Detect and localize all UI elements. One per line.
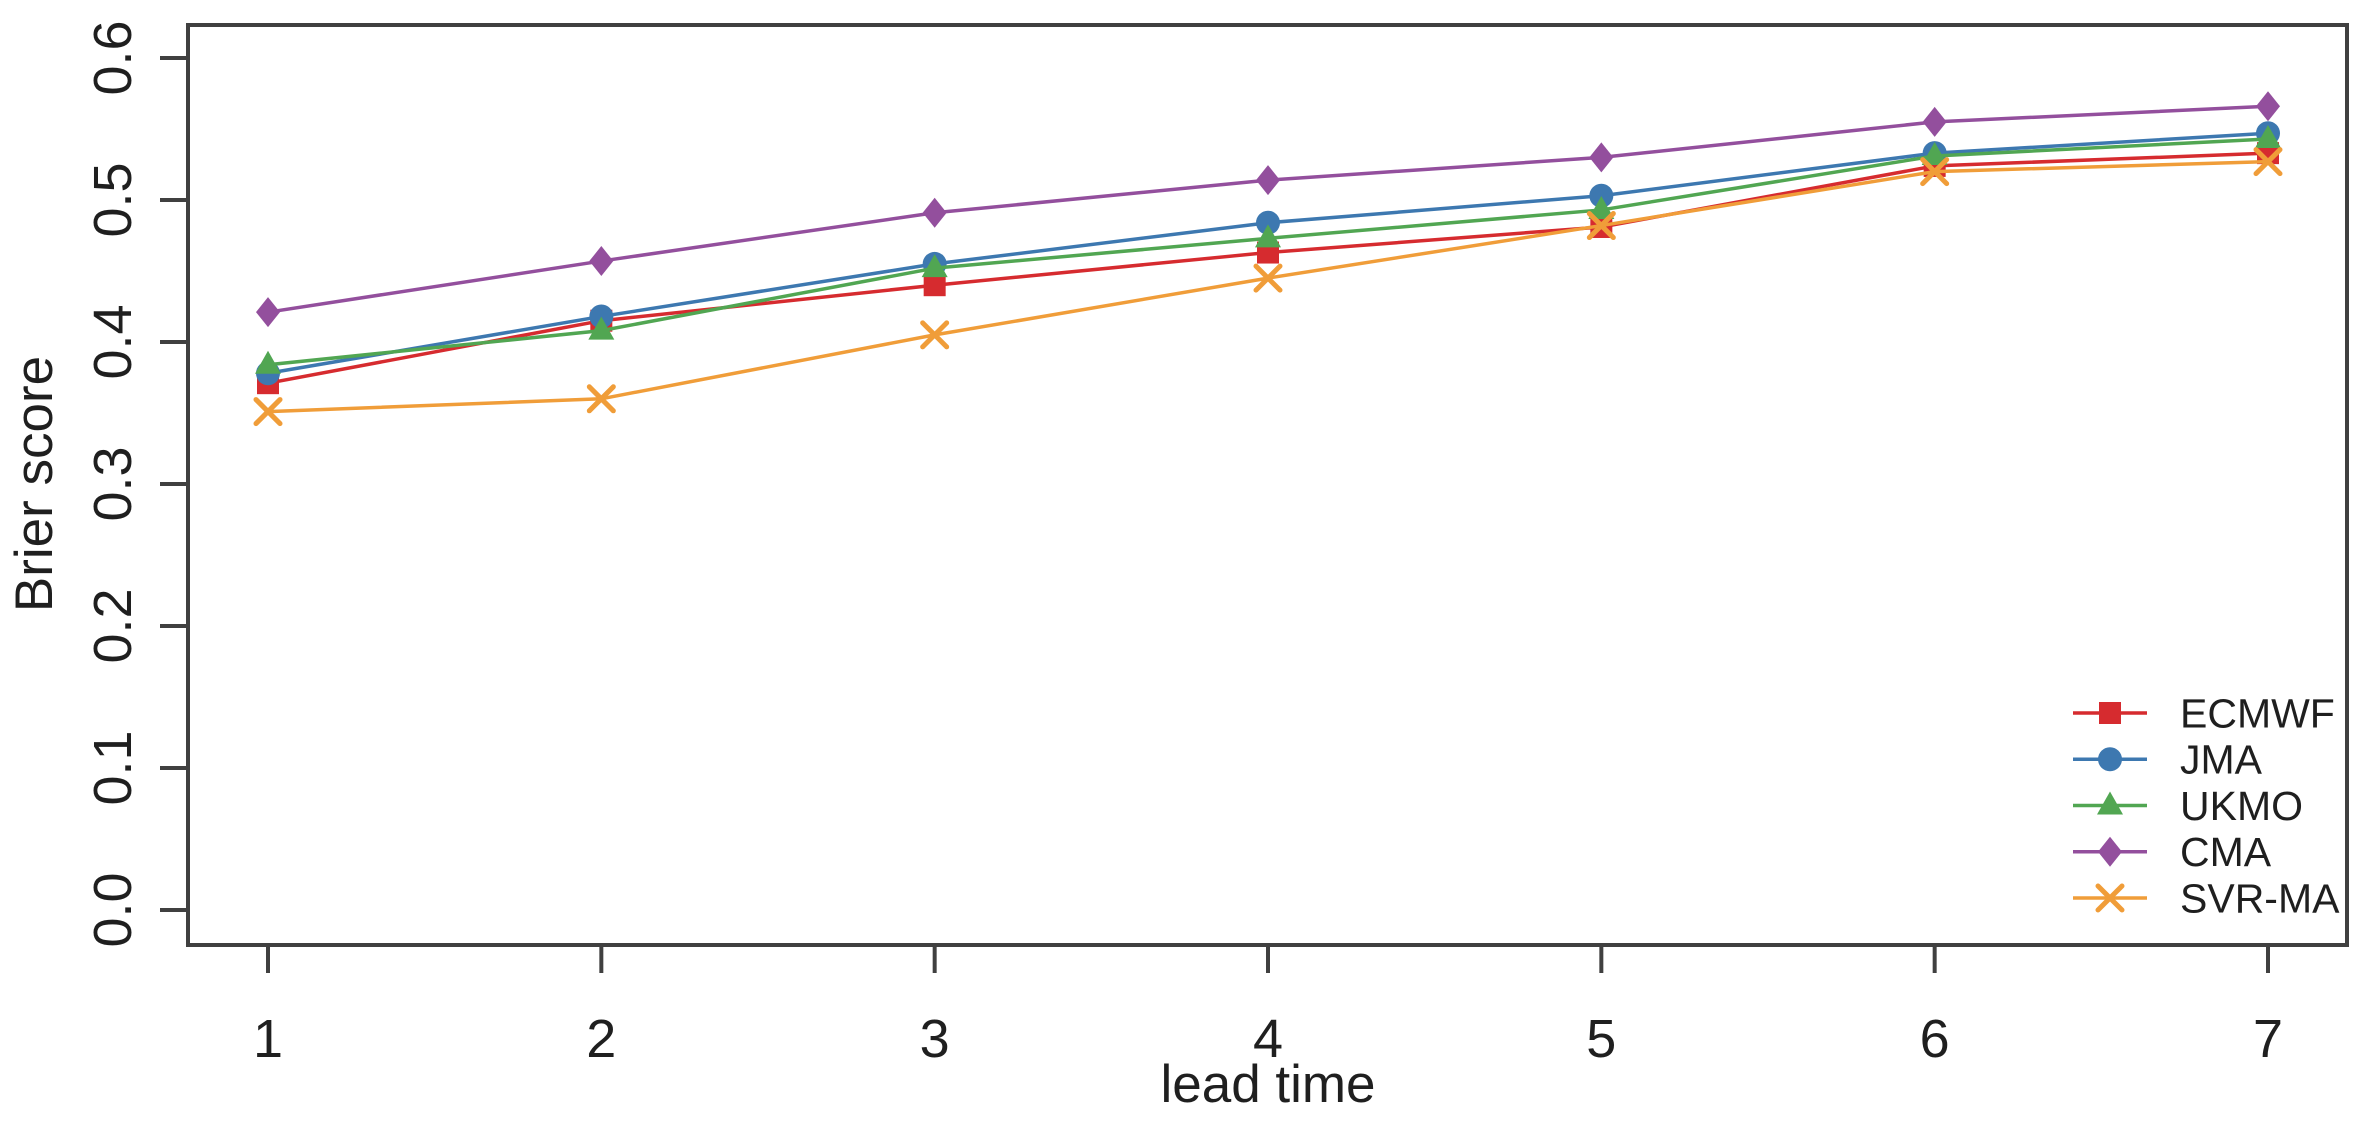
legend-item-label: JMA	[2180, 737, 2263, 783]
x-axis-tick-label: 5	[1586, 1009, 1616, 1069]
legend-marker-square	[2099, 702, 2121, 724]
y-axis: 0.0 0.1 0.2 0.3 0.4 0.5 0.6	[83, 20, 188, 948]
data-point-marker-CMA	[2256, 91, 2280, 122]
legend-item-label: CMA	[2180, 829, 2272, 875]
data-point-marker-UKMO	[1255, 224, 1281, 248]
y-axis-tick-label: 0.1	[83, 730, 143, 805]
data-point-marker-CMA	[256, 297, 280, 328]
y-axis-title: Brier score	[5, 356, 64, 612]
legend-item-label: ECMWF	[2180, 690, 2335, 736]
x-axis: 1 2 3 4 5 6 7	[253, 945, 2283, 1069]
legend-item-CMA: CMA	[2073, 829, 2272, 875]
x-axis-tick-label: 6	[1920, 1009, 1950, 1069]
y-axis-tick-label: 0.4	[83, 304, 143, 379]
legend-marker-circle	[2098, 747, 2122, 772]
legend-marker-diamond	[2098, 836, 2122, 867]
y-axis-tick-label: 0.5	[83, 162, 143, 237]
x-axis-title: lead time	[1160, 1055, 1375, 1114]
data-point-marker-UKMO	[1921, 141, 1948, 165]
data-point-marker-CMA	[589, 246, 614, 277]
data-point-marker-UKMO	[1588, 195, 1615, 219]
y-axis-tick-label: 0.0	[83, 872, 143, 947]
series-layer	[253, 91, 2283, 427]
data-point-marker-UKMO	[588, 316, 615, 340]
data-point-marker-JMA	[1256, 210, 1280, 235]
legend-item-SVR-MA: SVR-MA	[2073, 875, 2340, 921]
data-point-marker-SVR-MA	[920, 320, 950, 350]
legend-item-label: SVR-MA	[2180, 875, 2340, 921]
y-axis-tick-label: 0.2	[83, 588, 143, 663]
legend-marker-x	[2095, 883, 2125, 913]
y-axis-tick-label: 0.6	[83, 20, 143, 95]
data-point-marker-SVR-MA	[586, 384, 616, 414]
data-point-marker-CMA	[922, 197, 947, 228]
legend-item-label: UKMO	[2180, 783, 2303, 829]
legend-marker-triangle	[2097, 791, 2123, 815]
legend-item-UKMO: UKMO	[2073, 783, 2303, 829]
x-axis-tick-label: 2	[586, 1009, 616, 1069]
data-point-marker-JMA	[1589, 183, 1614, 208]
data-point-marker-JMA	[589, 304, 614, 329]
x-axis-tick-label: 3	[920, 1009, 950, 1069]
data-point-marker-SVR-MA	[1253, 263, 1283, 293]
data-point-marker-CMA	[1922, 106, 1947, 137]
data-point-marker-SVR-MA	[1920, 157, 1950, 187]
legend-item-JMA: JMA	[2073, 737, 2263, 783]
data-point-marker-CMA	[1256, 165, 1280, 196]
data-point-marker-SVR-MA	[253, 397, 283, 427]
data-point-marker-SVR-MA	[1586, 211, 1616, 241]
series-line-SVR-MA	[267, 159, 2269, 414]
x-axis-tick-label: 7	[2253, 1009, 2283, 1069]
y-axis-tick-label: 0.3	[83, 446, 143, 521]
x-axis-tick-label: 4	[1253, 1009, 1283, 1069]
data-point-marker-UKMO	[2255, 124, 2281, 148]
data-point-marker-UKMO	[921, 254, 948, 278]
data-point-marker-CMA	[1589, 142, 1614, 173]
data-point-marker-UKMO	[255, 350, 281, 374]
data-point-marker-SVR-MA	[2253, 147, 2283, 177]
x-axis-tick-label: 1	[253, 1009, 283, 1069]
legend-item-ECMWF: ECMWF	[2073, 690, 2335, 736]
data-point-marker-ECMWF	[923, 274, 946, 297]
